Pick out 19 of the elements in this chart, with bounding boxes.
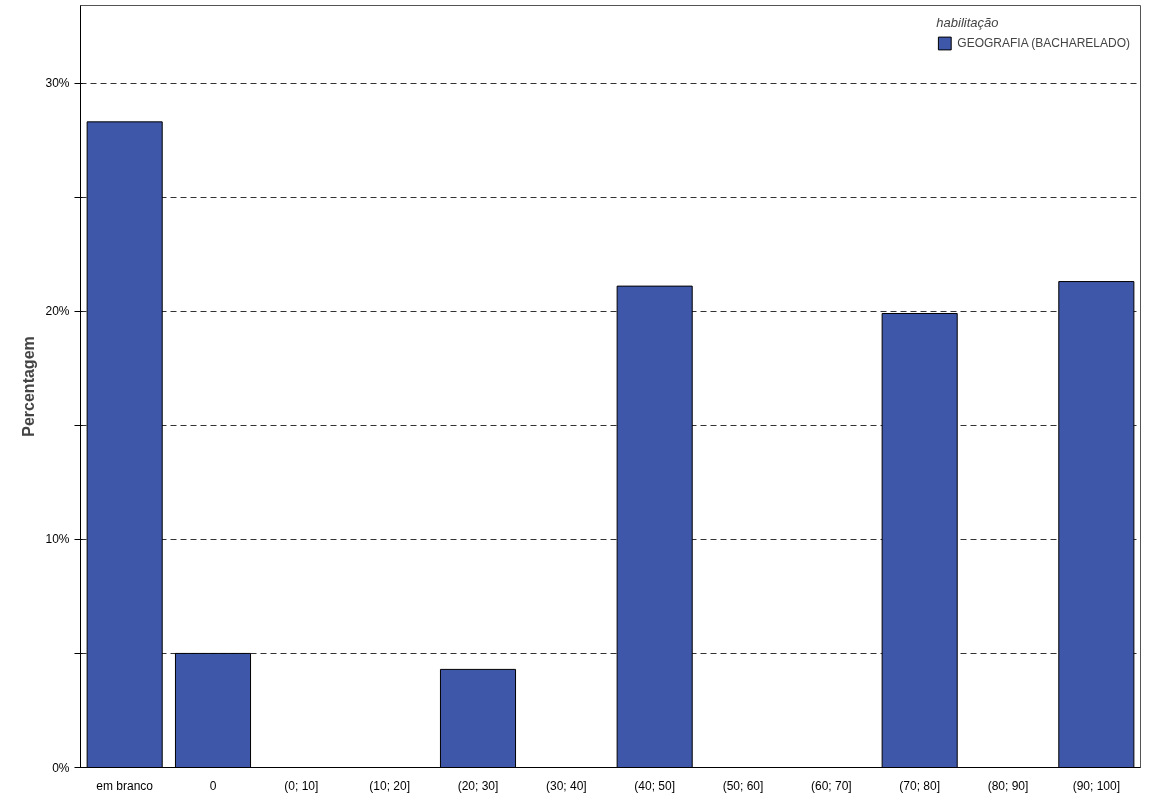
y-axis-title: Percentagem <box>20 336 38 437</box>
x-tick-label: (60; 70] <box>810 778 852 793</box>
x-tick-label: (40; 50] <box>634 778 676 793</box>
x-tick-label: (70; 80] <box>899 778 941 793</box>
y-tick-label: 30% <box>45 76 70 91</box>
x-tick-label: (80; 90] <box>987 778 1029 793</box>
y-tick-label: 20% <box>45 304 70 319</box>
x-tick-label: (30; 40] <box>545 778 587 793</box>
x-tick-label: (20; 30] <box>457 778 499 793</box>
y-tick-label: 0% <box>52 760 70 775</box>
x-tick-label: 0 <box>209 778 217 793</box>
x-tick-label: em branco <box>96 778 154 793</box>
legend-title: habilitação <box>936 15 1000 30</box>
y-tick-label: 10% <box>45 532 70 547</box>
x-tick-label: (0; 10] <box>284 778 319 793</box>
x-tick-label: (50; 60] <box>722 778 764 793</box>
x-tick-label: (10; 20] <box>369 778 411 793</box>
legend-label: GEOGRAFIA (BACHARELADO) <box>957 36 1130 50</box>
x-tick-label: (90; 100] <box>1072 778 1121 793</box>
